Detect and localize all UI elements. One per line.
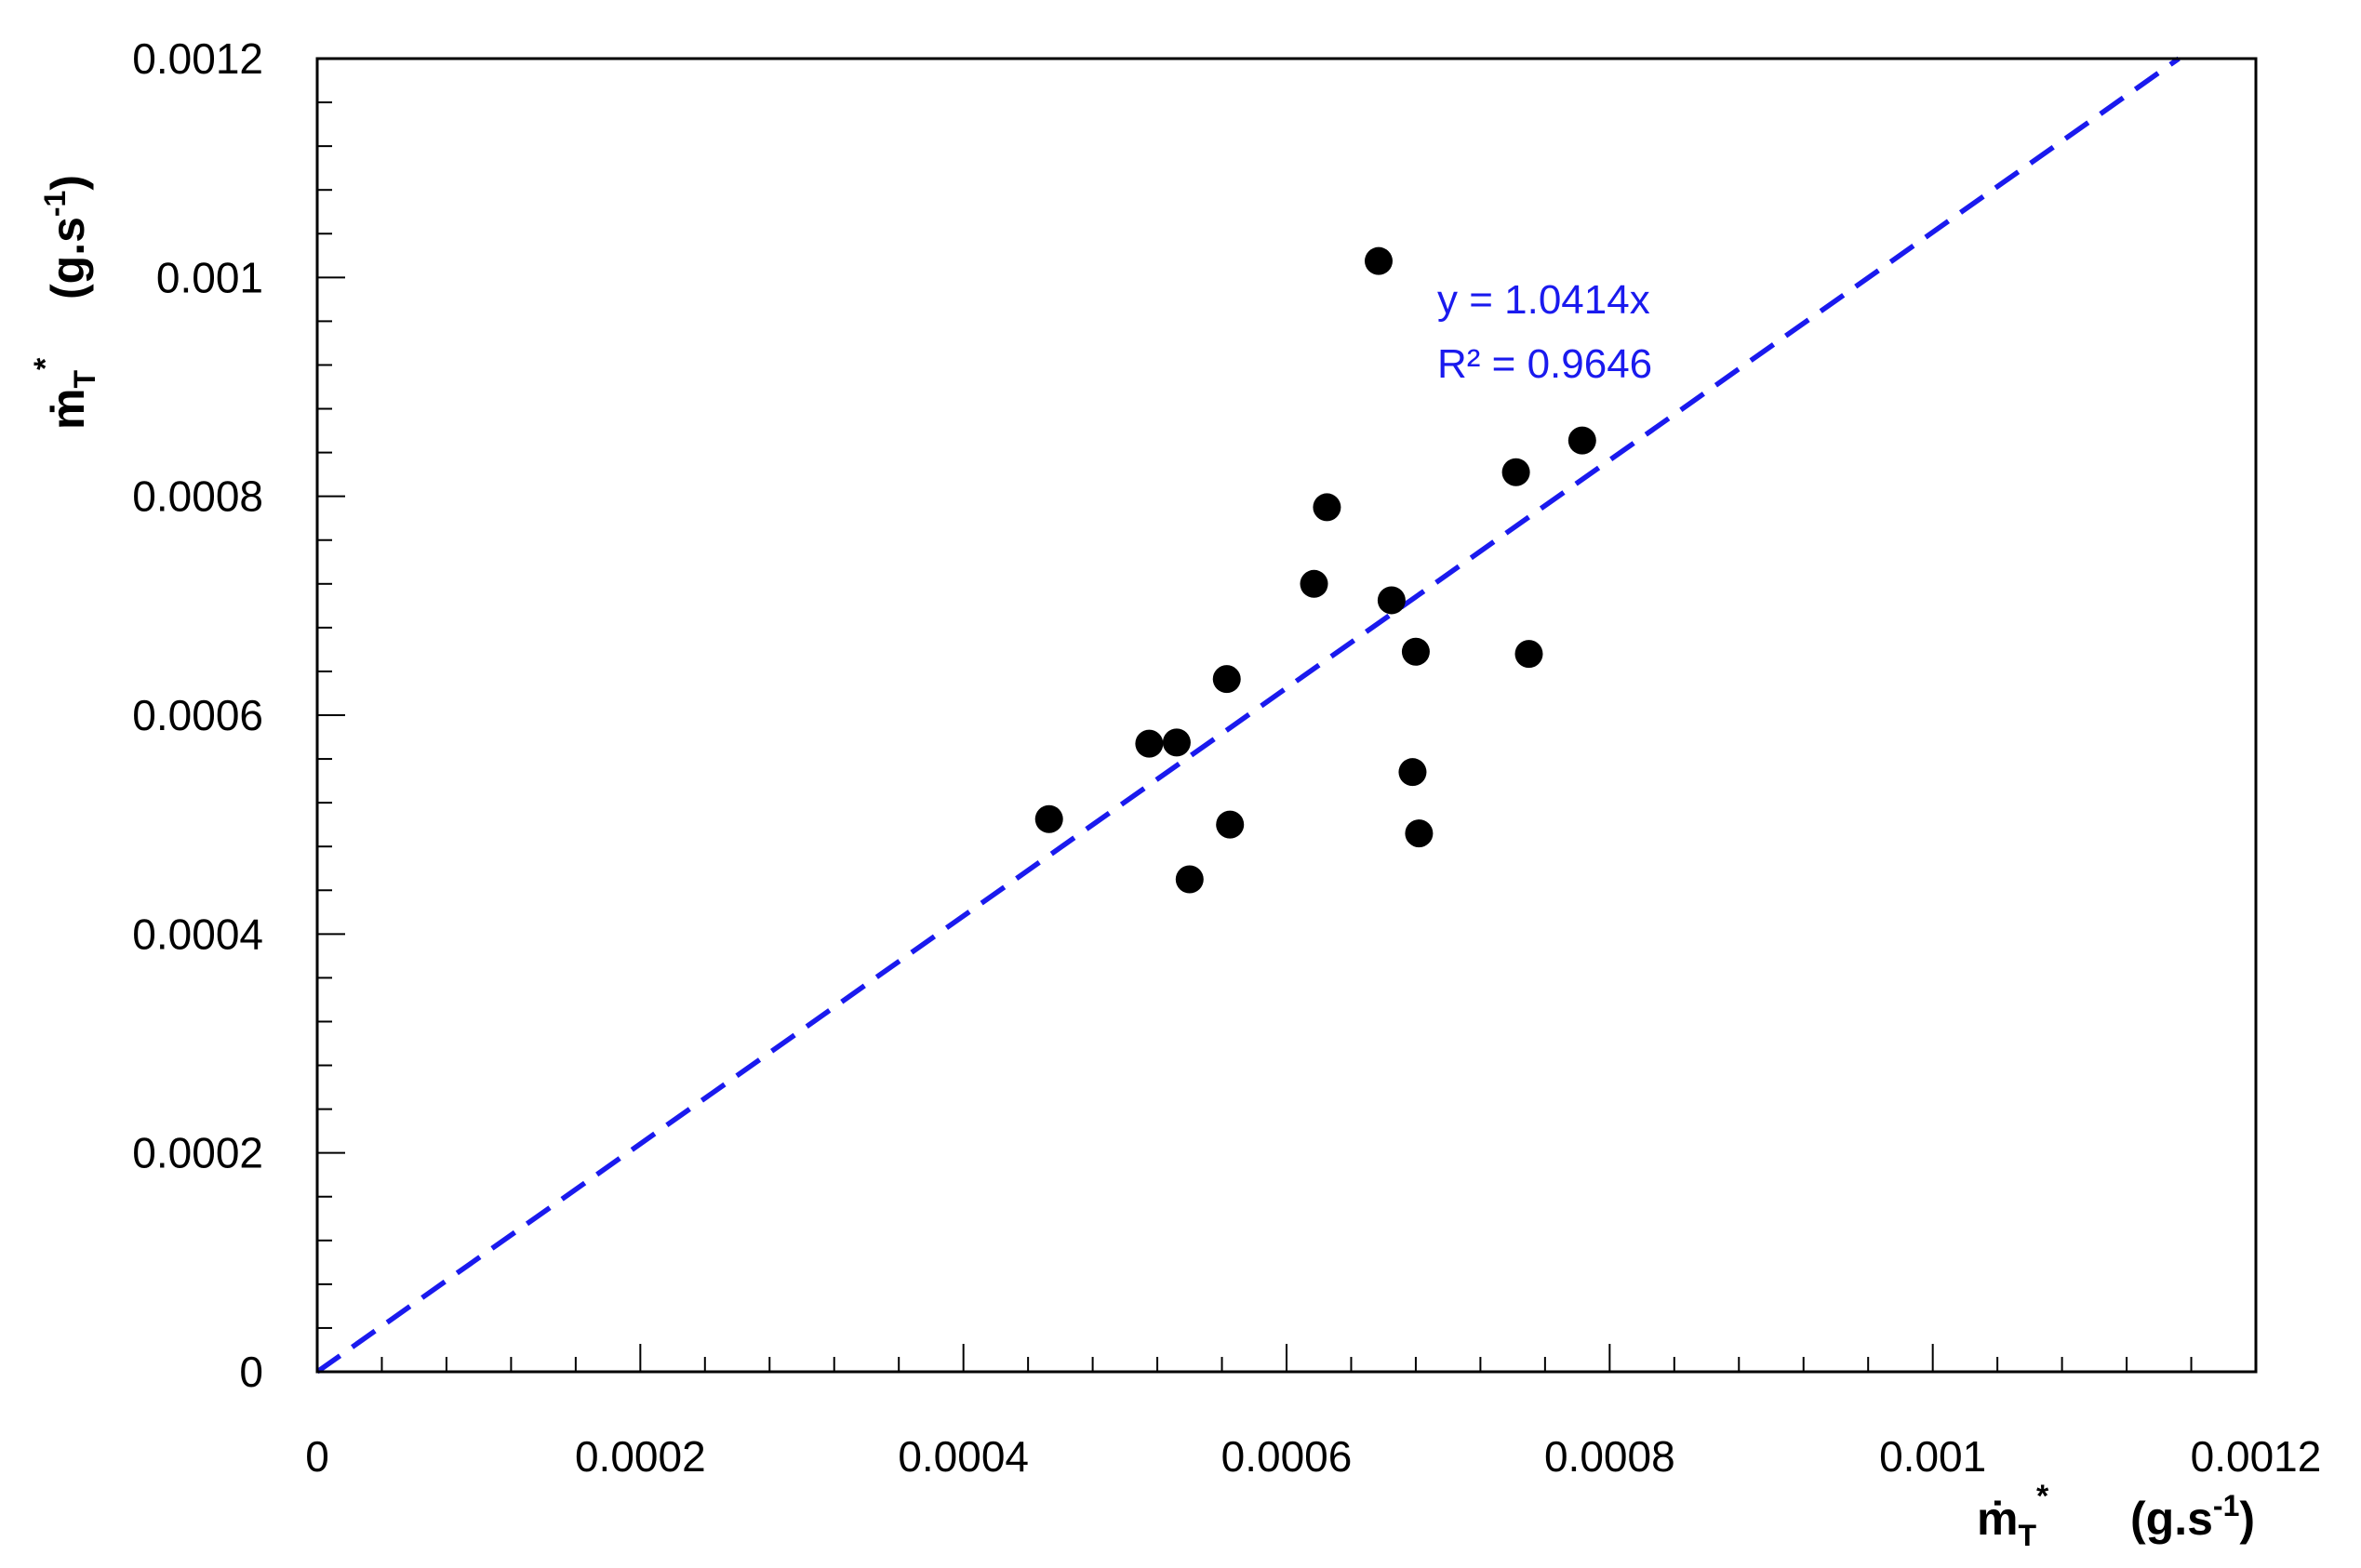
data-point [1567, 426, 1596, 455]
data-point [1162, 728, 1191, 757]
y-tick-label: 0.0012 [132, 34, 263, 83]
y-axis-symbol: ṁ [42, 389, 94, 430]
y-tick-label: 0.001 [156, 253, 263, 301]
y-axis-superscript: * [28, 357, 63, 370]
data-point [1501, 458, 1530, 486]
svg-text:ṁT*: ṁT * [28, 357, 101, 430]
y-tick-label: 0.0004 [132, 910, 263, 958]
x-axis-unit-exponent: -1 [2213, 1489, 2239, 1522]
y-tick-label: 0.0006 [132, 691, 263, 739]
x-tick-label: 0.001 [1879, 1432, 1986, 1481]
x-tick-label: 0.0008 [1544, 1432, 1675, 1481]
data-point [1514, 640, 1543, 669]
x-axis-title: ṁT* (g.s-1) [1977, 1479, 2255, 1552]
svg-text:(g.s-1): (g.s-1) [38, 175, 94, 299]
data-point [1135, 729, 1164, 758]
y-tick-label: 0.0008 [132, 472, 263, 521]
svg-text:(g.s-1): (g.s-1) [2130, 1489, 2255, 1545]
data-point [1212, 665, 1241, 694]
y-axis-title: ṁT * (g.s-1) [28, 175, 101, 430]
data-point [1401, 637, 1430, 666]
trendline [315, 56, 2181, 1375]
y-axis-subscript: T [68, 370, 101, 389]
x-tick-label: 0.0006 [1221, 1432, 1353, 1481]
x-tick-label: 0 [305, 1432, 329, 1481]
trendline-r2: R² = 0.9646 [1437, 341, 1652, 387]
axis-ticks [316, 58, 2257, 1373]
x-axis-symbol: ṁ [1977, 1493, 2018, 1545]
plot-frame [315, 57, 2258, 1374]
x-tick-labels: 0 0.0002 0.0004 0.0006 0.0008 0.001 0.0012 [305, 1432, 2321, 1481]
y-axis-unit: (g.s [42, 217, 94, 299]
x-tick-label: 0.0004 [898, 1432, 1029, 1481]
data-point [1398, 758, 1427, 787]
data-point [1175, 865, 1204, 894]
y-axis-unit-close: ) [42, 175, 94, 191]
x-tick-label: 0.0002 [575, 1432, 706, 1481]
x-axis-superscript: * [2036, 1479, 2049, 1514]
x-tick-label: 0.0012 [2191, 1432, 2322, 1481]
data-point [1313, 493, 1341, 522]
trendline-annotation: y = 1.0414x R² = 0.9646 [1437, 277, 1652, 387]
data-points [1034, 246, 1596, 894]
data-point [1300, 569, 1328, 598]
data-point [1034, 804, 1063, 833]
y-tick-label: 0.0002 [132, 1129, 263, 1177]
data-point [1364, 246, 1393, 275]
x-axis-unit: (g.s [2130, 1493, 2213, 1545]
y-tick-label: 0 [239, 1348, 263, 1396]
data-point [1405, 819, 1434, 848]
trendline-equation: y = 1.0414x [1437, 277, 1650, 323]
y-tick-labels: 0 0.0002 0.0004 0.0006 0.0008 0.001 0.0012 [132, 34, 263, 1396]
y-axis-unit-exponent: -1 [38, 191, 72, 217]
svg-text:ṁT*: ṁT* [1977, 1479, 2049, 1552]
data-point [1377, 586, 1406, 615]
x-axis-subscript: T [2018, 1519, 2036, 1552]
x-axis-unit-close: ) [2239, 1493, 2255, 1545]
trendline-layer [315, 56, 2181, 1375]
data-point [1216, 810, 1245, 839]
